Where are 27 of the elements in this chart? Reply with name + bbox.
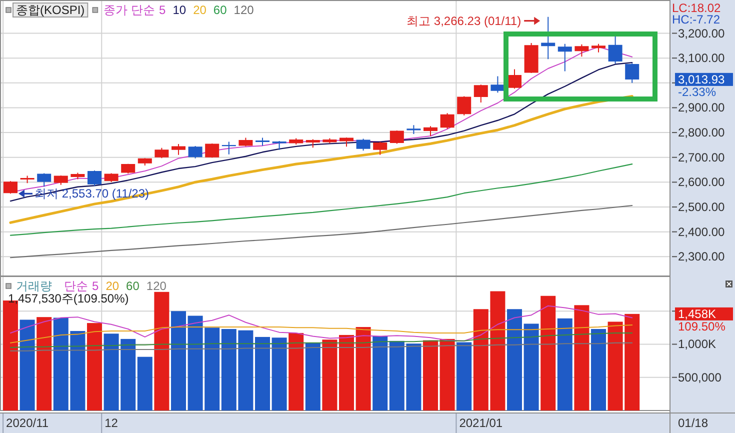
chart-title: 종합(KOSPI) (16, 3, 85, 17)
y-tick-label: 2,300.00 (678, 250, 726, 264)
x-tick-label: 2020/11 (6, 416, 49, 430)
y-tick-label: 1,000K (678, 337, 716, 352)
text: HC:-7.72 (672, 12, 720, 26)
x-tick-label: 2021/01 (459, 416, 503, 430)
text: 1,457,530주(109.50%) (8, 292, 129, 306)
text: LC:18.02 (672, 1, 722, 15)
legend: 종가 단순 5 10 20 60 120 (104, 3, 254, 17)
text: -2.33% (678, 84, 716, 99)
y-tick-label: 2,900.00 (678, 100, 726, 115)
y-tick-label: 3,100.00 (678, 51, 726, 66)
legend: 단순 5 20 60 120 (64, 279, 166, 293)
text: 3,013.93 (678, 72, 726, 86)
x-tick-label: 12 (104, 416, 118, 430)
y-tick-label: 2,700.00 (678, 150, 726, 164)
annotation: 최고 3,266.23 (01/11) (406, 14, 522, 28)
y-tick-label: 2,400.00 (678, 224, 726, 239)
y-tick-label: 500,000 (678, 370, 722, 384)
y-tick-label: 2,800.00 (678, 126, 726, 140)
y-tick-label: 3,200.00 (678, 26, 726, 40)
text: 01/18 (678, 416, 708, 430)
y-tick-label: 2,600.00 (678, 175, 726, 190)
text: 1,458K (678, 306, 716, 321)
y-tick-label: 2,500.00 (678, 200, 726, 214)
chart-title: 거래량 (16, 279, 52, 293)
text: 109.50% (678, 319, 726, 334)
